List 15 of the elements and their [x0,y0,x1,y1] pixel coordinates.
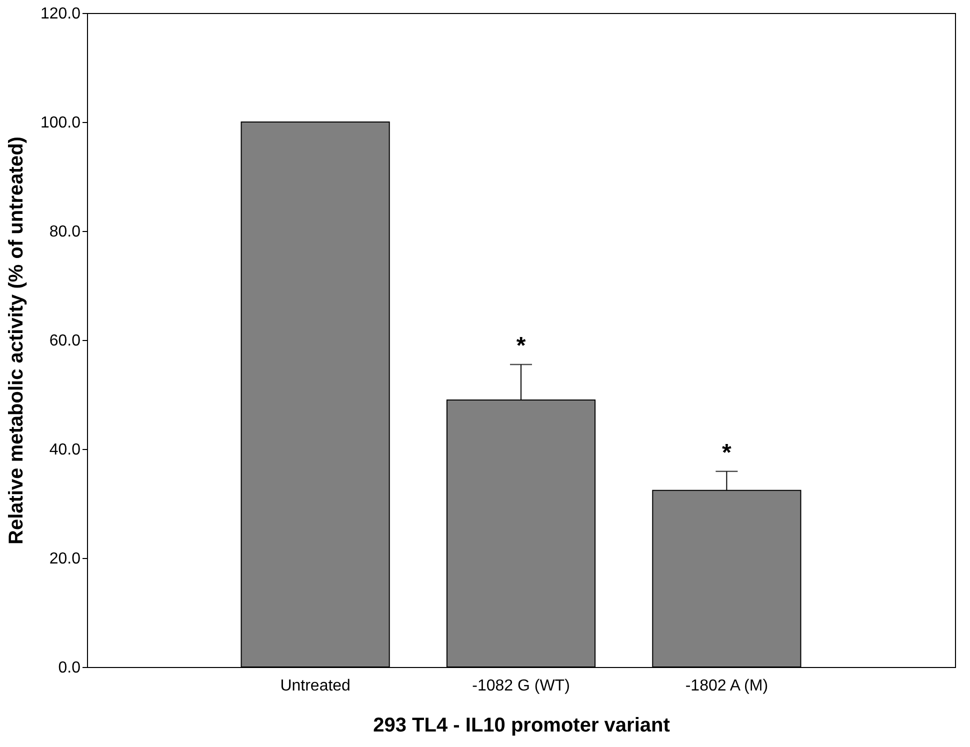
y-tick-label: 120.0 [40,6,81,22]
annotation: * [722,439,732,466]
y-axis-title: Relative metabolic activity (% of untreated) [5,136,28,544]
y-tick-label: 80.0 [49,224,81,240]
x-tick-label: -1802 A (M) [685,678,768,694]
bar [240,122,390,668]
x-tick-label: Untreated [280,678,350,694]
y-tick-label: 20.0 [49,550,81,568]
x-axis-title: 293 TL4 - IL10 promoter variant [373,714,670,736]
y-tick-label: 0.0 [58,660,81,676]
y-tick-label: 40.0 [49,442,81,458]
annotation: * [516,332,526,360]
y-tick-label: 60.0 [49,332,81,350]
x-tick-label: -1082 G (WT) [472,678,570,694]
y-tick-label: 100.0 [40,114,81,132]
